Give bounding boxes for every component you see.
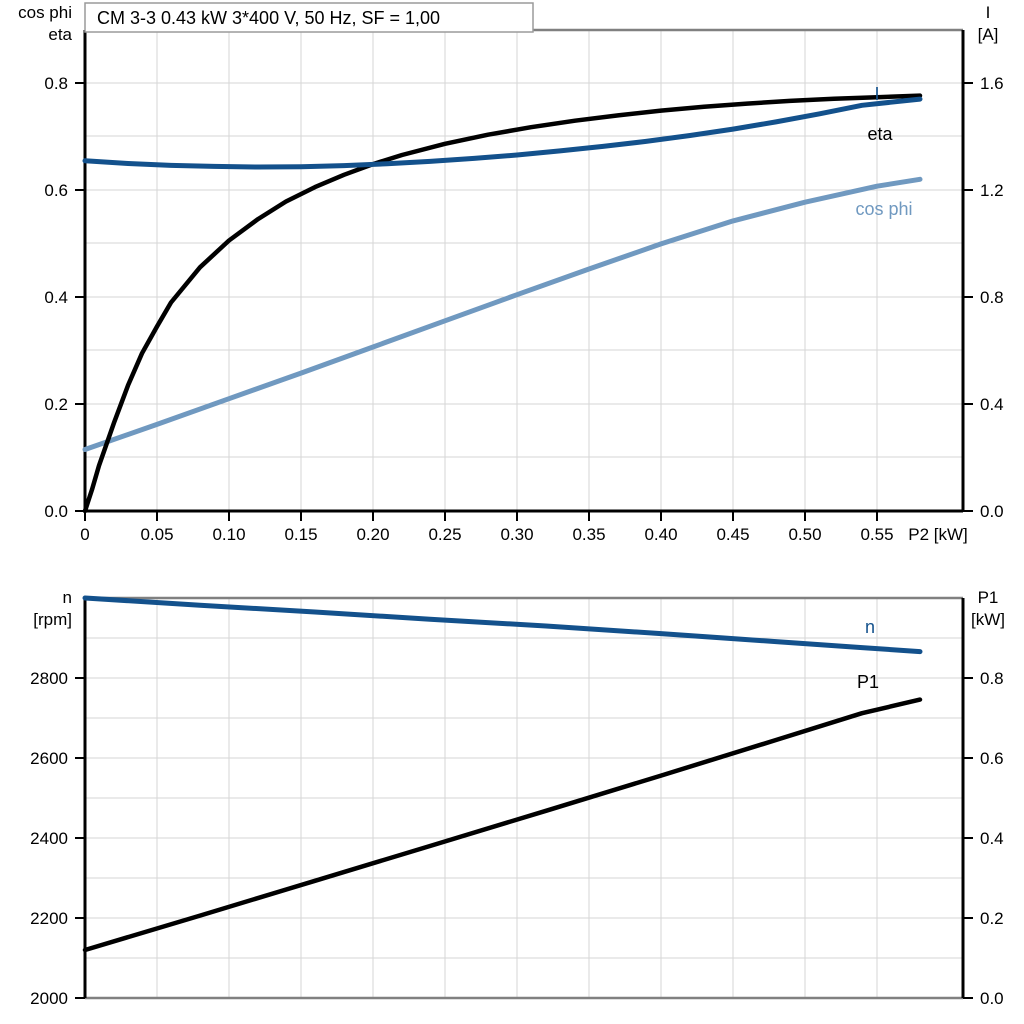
bottom-horizontal-gridlines [85,637,963,959]
bottom-right-axis-title-line2: [kW] [971,610,1005,629]
top-chart-svg: cos phi eta I [A] [18,2,1004,544]
top-x-tick-0: 0 [80,525,89,544]
bottom-right-tick-1: 0.2 [980,909,1004,928]
top-right-axis-title-line2: [A] [978,25,999,44]
top-x-ticks: 0 0.05 0.10 0.15 0.20 0.25 0.30 0.35 0.4… [80,511,894,544]
bottom-right-tick-3: 0.6 [980,749,1004,768]
top-x-tick-6: 0.30 [500,525,533,544]
top-x-tick-7: 0.35 [572,525,605,544]
top-x-tick-9: 0.45 [716,525,749,544]
top-left-ticks: 0.0 0.2 0.4 0.6 0.8 [44,74,85,521]
bottom-left-axis-title-line1: n [63,588,72,607]
curve-eta [82,93,923,514]
top-x-tick-5: 0.25 [428,525,461,544]
bottom-right-ticks: 0.0 0.2 0.4 0.6 0.8 [963,669,1004,1008]
curve-label-eta: eta [867,124,893,144]
top-x-axis-title: P2 [kW] [908,525,968,544]
top-chart-panel: cos phi eta I [A] [18,2,1004,544]
bottom-chart-panel: n [rpm] P1 [kW] [0,548,1024,1024]
bottom-left-tick-1: 2200 [30,909,68,928]
bottom-right-tick-0: 0.0 [980,989,1004,1008]
top-right-tick-4: 1.6 [980,74,1004,93]
top-x-tick-8: 0.40 [644,525,677,544]
chart-title: CM 3-3 0.43 kW 3*400 V, 50 Hz, SF = 1,00 [97,8,440,28]
top-left-axis-title-line1: cos phi [18,3,72,22]
top-x-tick-1: 0.05 [140,525,173,544]
top-left-tick-1: 0.2 [44,395,68,414]
top-right-ticks: 0.0 0.4 0.8 1.2 1.6 [963,74,1004,521]
bottom-left-tick-0: 2000 [30,989,68,1008]
top-left-tick-4: 0.8 [44,74,68,93]
bottom-left-tick-4: 2800 [30,669,68,688]
top-right-tick-3: 1.2 [980,181,1004,200]
top-x-tick-4: 0.20 [356,525,389,544]
top-left-tick-0: 0.0 [44,502,68,521]
curve-cos-phi [82,176,923,452]
top-x-tick-2: 0.10 [212,525,245,544]
bottom-right-axis-title-line1: P1 [978,588,999,607]
bottom-left-tick-3: 2600 [30,749,68,768]
top-x-tick-3: 0.15 [284,525,317,544]
top-left-tick-2: 0.4 [44,288,68,307]
top-left-axis-title-line2: eta [48,25,72,44]
top-horizontal-gridlines [85,82,963,458]
bottom-left-axis-title-line2: [rpm] [33,610,72,629]
curve-label-power-input: P1 [857,672,879,692]
curve-label-speed: n [865,617,875,637]
top-x-tick-10: 0.50 [788,525,821,544]
bottom-right-tick-2: 0.4 [980,829,1004,848]
top-vertical-gridlines [156,30,878,511]
top-plot-background [85,30,963,511]
title-box [84,2,534,33]
bottom-left-tick-2: 2400 [30,829,68,848]
top-right-tick-0: 0.0 [980,502,1004,521]
curve-label-current: I [874,84,879,104]
bottom-chart-svg: n [rpm] P1 [kW] [30,588,1005,1008]
top-left-tick-3: 0.6 [44,181,68,200]
curve-speed [82,595,923,655]
bottom-right-tick-4: 0.8 [980,669,1004,688]
curve-label-cos-phi: cos phi [855,199,912,219]
curve-current [82,96,923,170]
top-x-tick-11: 0.55 [860,525,893,544]
top-right-axis-title-line1: I [986,3,991,22]
top-right-tick-1: 0.4 [980,395,1004,414]
bottom-left-ticks: 2000 2200 2400 2600 2800 [30,669,85,1008]
top-right-tick-2: 0.8 [980,288,1004,307]
curve-power-input [82,697,923,953]
